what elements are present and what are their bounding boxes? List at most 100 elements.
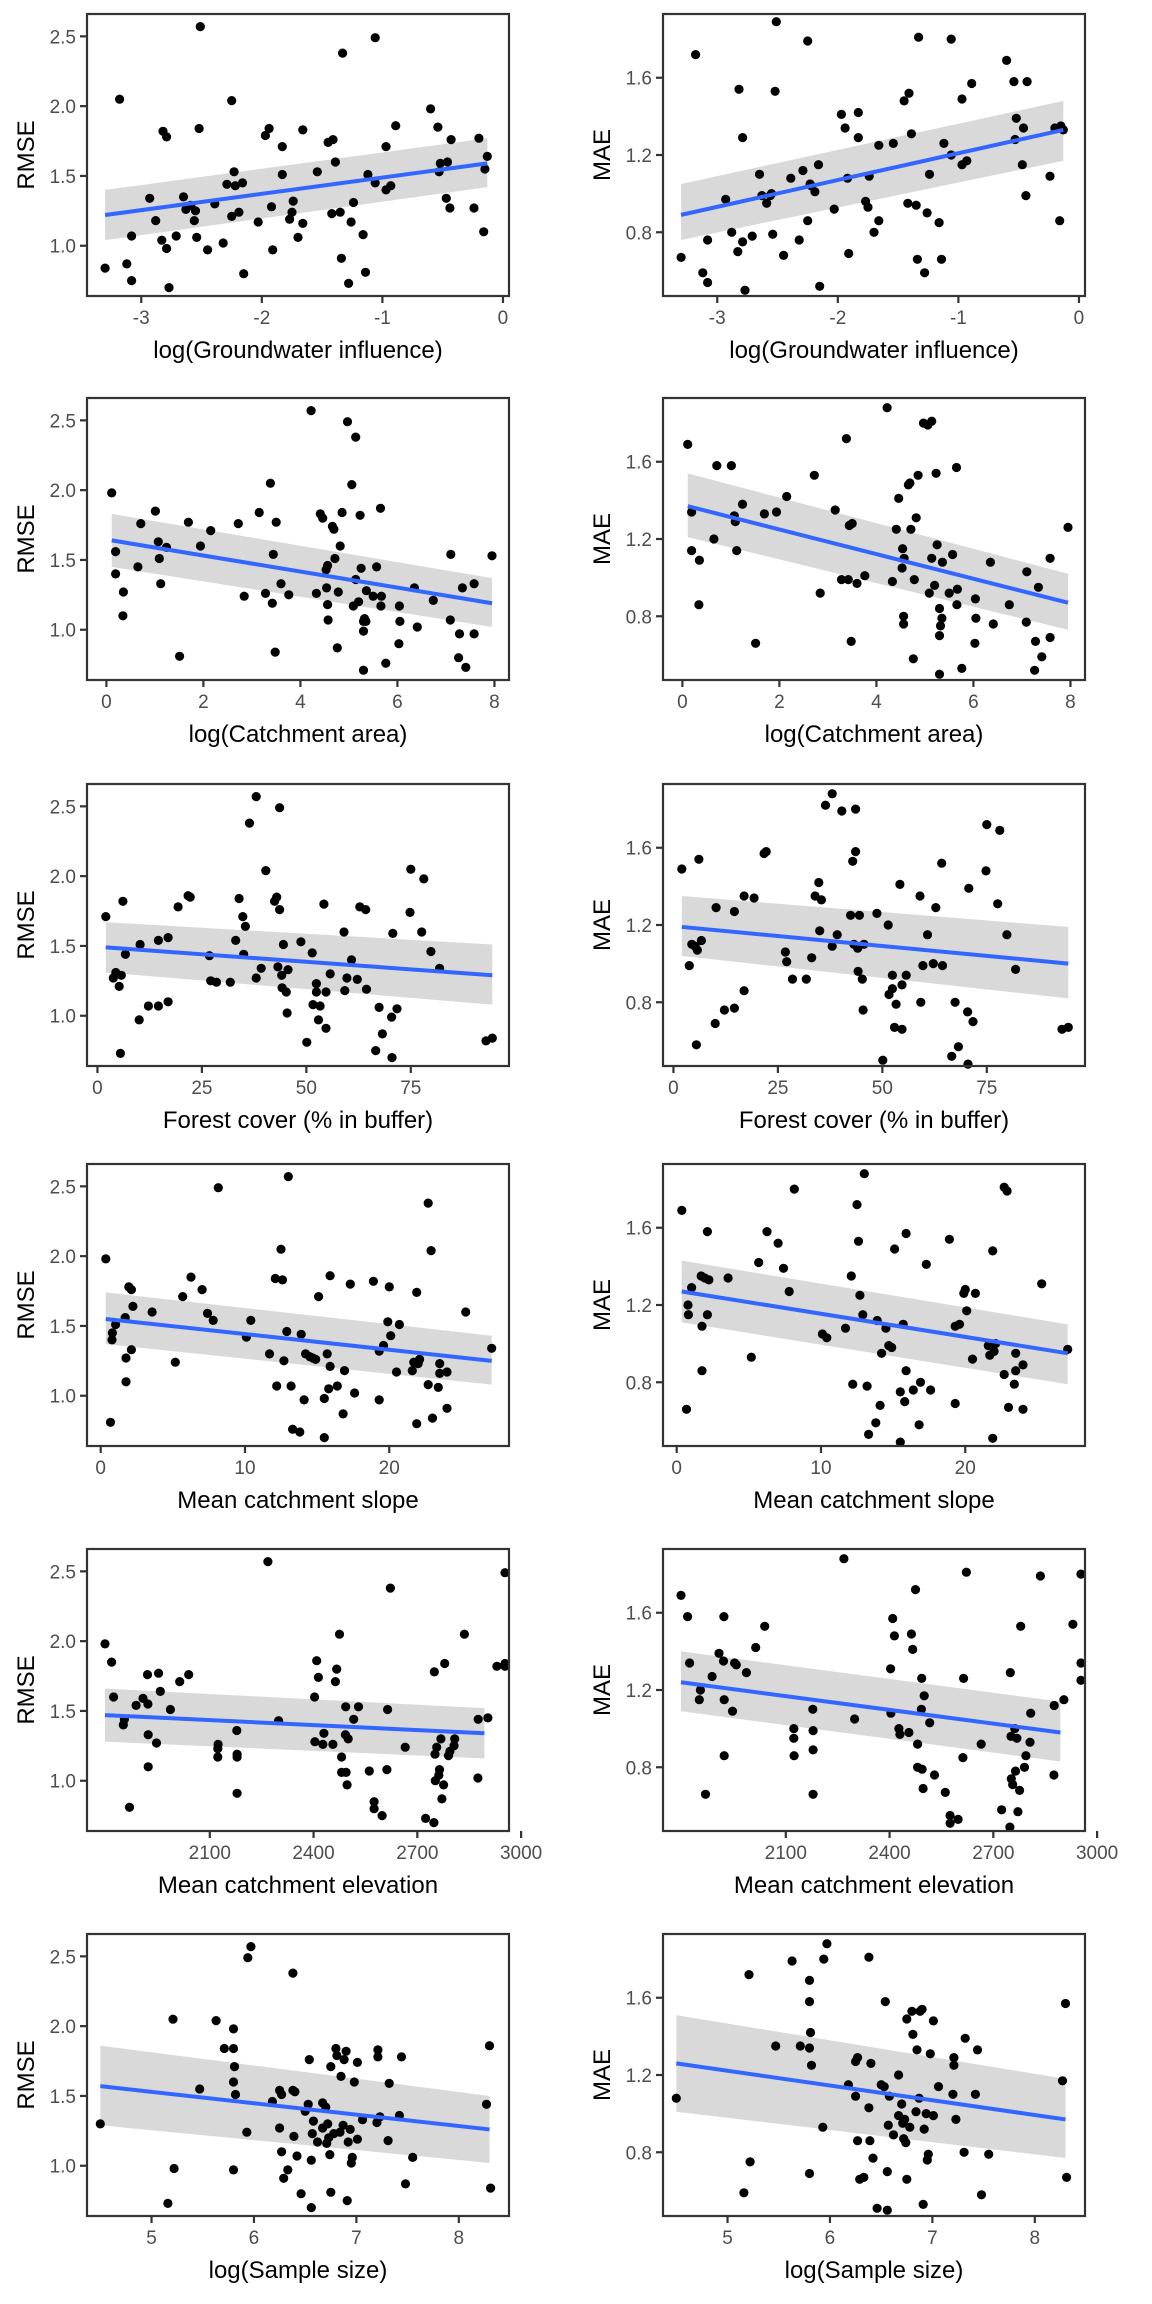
data-point <box>703 277 713 288</box>
scatter-panel-area-mae: 0 2 4 6 8 0.8 1.2 1.6 log(Catchment area) MAE <box>589 396 1087 748</box>
data-point <box>827 789 837 799</box>
data-point <box>437 1794 447 1804</box>
data-point <box>189 216 199 226</box>
data-point <box>789 1184 799 1194</box>
data-point <box>959 1673 969 1683</box>
data-point <box>697 1321 707 1331</box>
confidence-band-layer <box>100 2045 490 2163</box>
data-point <box>963 1059 973 1069</box>
data-point <box>298 218 308 228</box>
data-point <box>469 629 479 639</box>
data-point <box>968 1017 978 1027</box>
x-tick-label: 2700 <box>972 1843 1014 1864</box>
data-point <box>815 588 825 598</box>
data-point <box>740 285 750 295</box>
data-point <box>263 1557 273 1567</box>
data-point <box>754 169 765 179</box>
data-point <box>344 278 354 288</box>
fit-line-layer <box>676 2061 1066 2122</box>
confidence-band <box>100 2045 490 2163</box>
data-point <box>107 488 117 498</box>
data-point <box>851 847 861 857</box>
data-point <box>953 1814 963 1824</box>
data-point <box>1049 1700 1059 1711</box>
data-point <box>702 1310 712 1320</box>
data-point <box>997 1805 1007 1815</box>
data-point <box>810 187 820 197</box>
data-point <box>907 2006 917 2016</box>
y-tick-label: 0.8 <box>626 223 652 244</box>
data-point <box>232 1725 242 1736</box>
data-point <box>318 1739 328 1749</box>
data-point <box>782 957 792 967</box>
data-point <box>377 1029 387 1039</box>
data-point <box>347 480 357 490</box>
data-point <box>163 997 173 1007</box>
y-tick-label: 2.5 <box>50 1562 76 1583</box>
data-point <box>922 208 932 218</box>
data-point <box>278 939 288 950</box>
y-tick-label: 1.5 <box>50 167 76 188</box>
data-point <box>944 588 954 598</box>
regression-line <box>104 161 488 218</box>
data-point <box>288 196 298 206</box>
data-point <box>890 1244 900 1254</box>
data-point <box>386 1331 396 1341</box>
data-point <box>905 478 915 488</box>
data-point <box>1012 1733 1022 1743</box>
data-point <box>804 2043 815 2053</box>
data-point <box>295 1427 305 1437</box>
data-point <box>804 1997 815 2007</box>
data-point <box>426 104 436 114</box>
regression-line <box>100 2084 490 2132</box>
data-point <box>338 48 348 58</box>
y-tick-label: 2.0 <box>50 867 76 888</box>
data-point <box>361 984 372 994</box>
data-point <box>228 2165 239 2175</box>
data-point <box>237 178 248 188</box>
data-point <box>803 36 813 46</box>
data-point <box>371 1046 381 1056</box>
data-point <box>1017 160 1027 170</box>
data-point <box>251 973 261 983</box>
data-point <box>353 1702 364 1712</box>
data-point <box>1013 1807 1023 1817</box>
data-point <box>109 1692 119 1702</box>
data-point <box>282 1326 292 1337</box>
data-point <box>945 1810 955 1821</box>
data-point <box>924 588 934 598</box>
data-point <box>480 164 490 174</box>
data-point <box>261 866 271 876</box>
data-point <box>852 1200 862 1210</box>
data-point <box>342 1780 352 1790</box>
data-point <box>899 96 909 106</box>
data-point <box>154 553 164 564</box>
data-point <box>346 955 357 965</box>
data-point <box>345 2124 355 2134</box>
data-point <box>313 1015 324 1025</box>
data-point <box>290 2087 300 2097</box>
plot-frame <box>85 1162 511 1448</box>
data-point <box>428 595 438 605</box>
data-point <box>303 2099 313 2109</box>
data-point <box>307 948 317 958</box>
scatter-panel-slope-rmse: 0 10 20 1.01.52.02.5 Mean catchment slope … <box>13 1162 511 1514</box>
data-point <box>822 1333 832 1343</box>
scatter-panel-elev-rmse: 2100 2400 2700 3000 1.0 1.5 2.0 2.5 Mean catch… <box>13 1547 542 1899</box>
x-tick-label: 0 <box>671 1458 682 1479</box>
data-point <box>691 50 701 60</box>
x-axis: 0 10 20 <box>95 1446 400 1479</box>
y-tick-label: 2.0 <box>50 97 76 118</box>
y-axis-title: RMSE <box>13 890 40 959</box>
data-point <box>213 1739 223 1749</box>
data-point <box>1005 1668 1015 1678</box>
data-point <box>919 1691 929 1701</box>
data-point <box>1018 1404 1028 1414</box>
data-point <box>1009 77 1019 87</box>
data-point <box>481 2099 492 2109</box>
regression-line <box>680 1680 1061 1735</box>
data-point <box>904 1727 914 1738</box>
data-point <box>306 2203 316 2213</box>
data-point <box>851 804 861 814</box>
confidence-band-layer <box>676 2015 1066 2159</box>
